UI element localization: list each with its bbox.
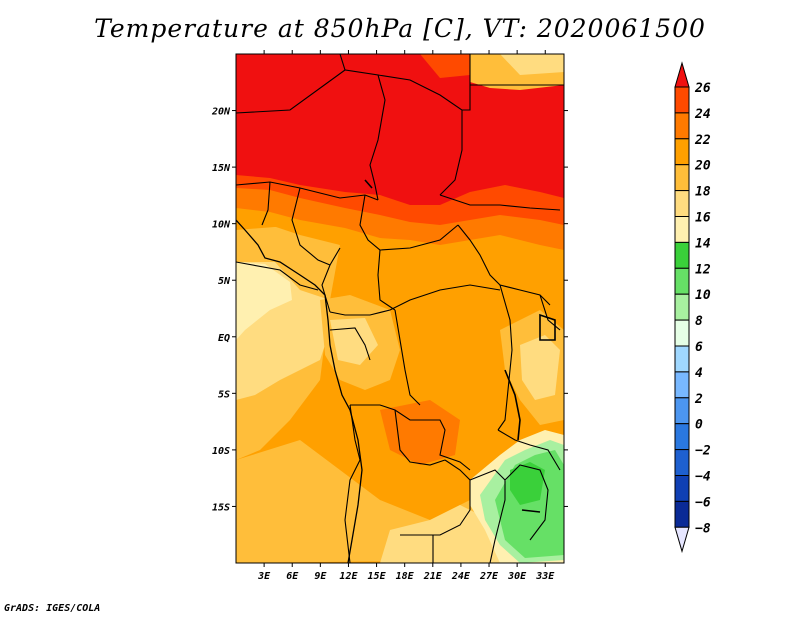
- colorbar-label: 18: [695, 185, 711, 200]
- x-tick-label: 12E: [339, 571, 358, 582]
- field-top-right-warm: [420, 54, 470, 78]
- field-band-26: [236, 54, 564, 205]
- colorbar-over-triangle: [674, 61, 690, 88]
- colorbar-label: −4: [695, 470, 711, 485]
- x-tick-label: 33E: [535, 571, 555, 582]
- colorbar-label: 0: [695, 418, 703, 433]
- lakes: [364, 179, 556, 513]
- colorbar-swatch: [674, 449, 690, 477]
- y-tick-label: 15N: [212, 163, 231, 174]
- colorbar-label: 26: [694, 81, 711, 96]
- colorbar-label: 12: [695, 262, 711, 277]
- colorbar-swatch: [674, 216, 690, 243]
- grads-credit: GrADS: IGES/COLA: [4, 603, 101, 614]
- colorbar-swatch: [674, 164, 690, 192]
- x-tick-label: 3E: [257, 571, 271, 582]
- field-south-cool: [380, 505, 500, 563]
- map-frame: [235, 53, 565, 564]
- y-tick-label: 10N: [212, 220, 231, 231]
- field-east-highlands-cool: [520, 335, 560, 400]
- colorbar-swatch: [674, 500, 690, 528]
- y-axis: 20N 15N 10N 5N EQ 5S 10S 15S: [211, 107, 568, 513]
- y-tick-label: 10S: [212, 446, 230, 457]
- y-tick-label: EQ: [218, 333, 230, 344]
- x-tick-label: 9E: [314, 571, 327, 582]
- colorbar-swatch: [674, 397, 690, 425]
- colorbar-swatch: [674, 138, 690, 166]
- colorbar-label: 22: [694, 133, 711, 148]
- colorbar-label: 24: [694, 107, 711, 122]
- colorbar-swatch: [674, 423, 690, 451]
- x-tick-label: 15E: [368, 571, 387, 582]
- field-malawi-dark-green: [510, 462, 545, 505]
- colorbar-swatch: [674, 112, 690, 140]
- colorbar-swatch: [674, 293, 690, 321]
- coastline: [236, 219, 363, 563]
- colorbar-label: 10: [695, 288, 711, 303]
- x-tick-label: 18E: [396, 571, 415, 582]
- x-axis: 3E 6E 9E 12E 15E 18E 21E 24E 27E 30E 33E: [257, 50, 555, 582]
- x-tick-label: 6E: [286, 571, 299, 582]
- x-tick-label: 21E: [423, 571, 443, 582]
- colorbar-swatch: [674, 345, 690, 373]
- field-gabon-cool: [330, 318, 378, 365]
- colorbar-swatch: [674, 190, 690, 218]
- colorbar-label: 8: [695, 314, 703, 329]
- colorbar-label: 16: [695, 211, 711, 226]
- x-tick-label: 27E: [479, 571, 499, 582]
- colorbar-label: 20: [694, 159, 711, 174]
- colorbar-swatch: [674, 241, 690, 269]
- colorbar-label: −8: [695, 521, 711, 536]
- colorbar-swatch: [674, 319, 690, 347]
- colorbar-label: 2: [694, 392, 703, 407]
- y-tick-label: 15S: [212, 502, 230, 513]
- colorbar-swatch: [674, 86, 690, 114]
- y-tick-label: 5N: [218, 276, 231, 287]
- colorbar-under-triangle: [674, 526, 690, 554]
- x-tick-label: 30E: [507, 571, 527, 582]
- colorbar-swatch: [674, 267, 690, 295]
- country-boundaries: [236, 54, 564, 563]
- map-plot-area: [236, 54, 564, 563]
- colorbar-swatch: [674, 475, 690, 502]
- field-gulf-cool: [236, 262, 292, 340]
- colorbar-label: 6: [695, 340, 703, 355]
- colorbar-label: −6: [695, 495, 711, 510]
- colorbar-swatch: [674, 371, 690, 399]
- y-tick-label: 20N: [211, 107, 231, 118]
- colorbar-label: 4: [695, 366, 703, 381]
- chart-title: Temperature at 850hPa [C], VT: 202006150…: [94, 14, 706, 43]
- x-tick-label: 24E: [451, 571, 471, 582]
- colorbar-label: 14: [695, 236, 711, 251]
- y-tick-label: 5S: [218, 389, 230, 400]
- field-top-right-pale: [500, 54, 564, 75]
- colorbar-label: −2: [695, 444, 711, 459]
